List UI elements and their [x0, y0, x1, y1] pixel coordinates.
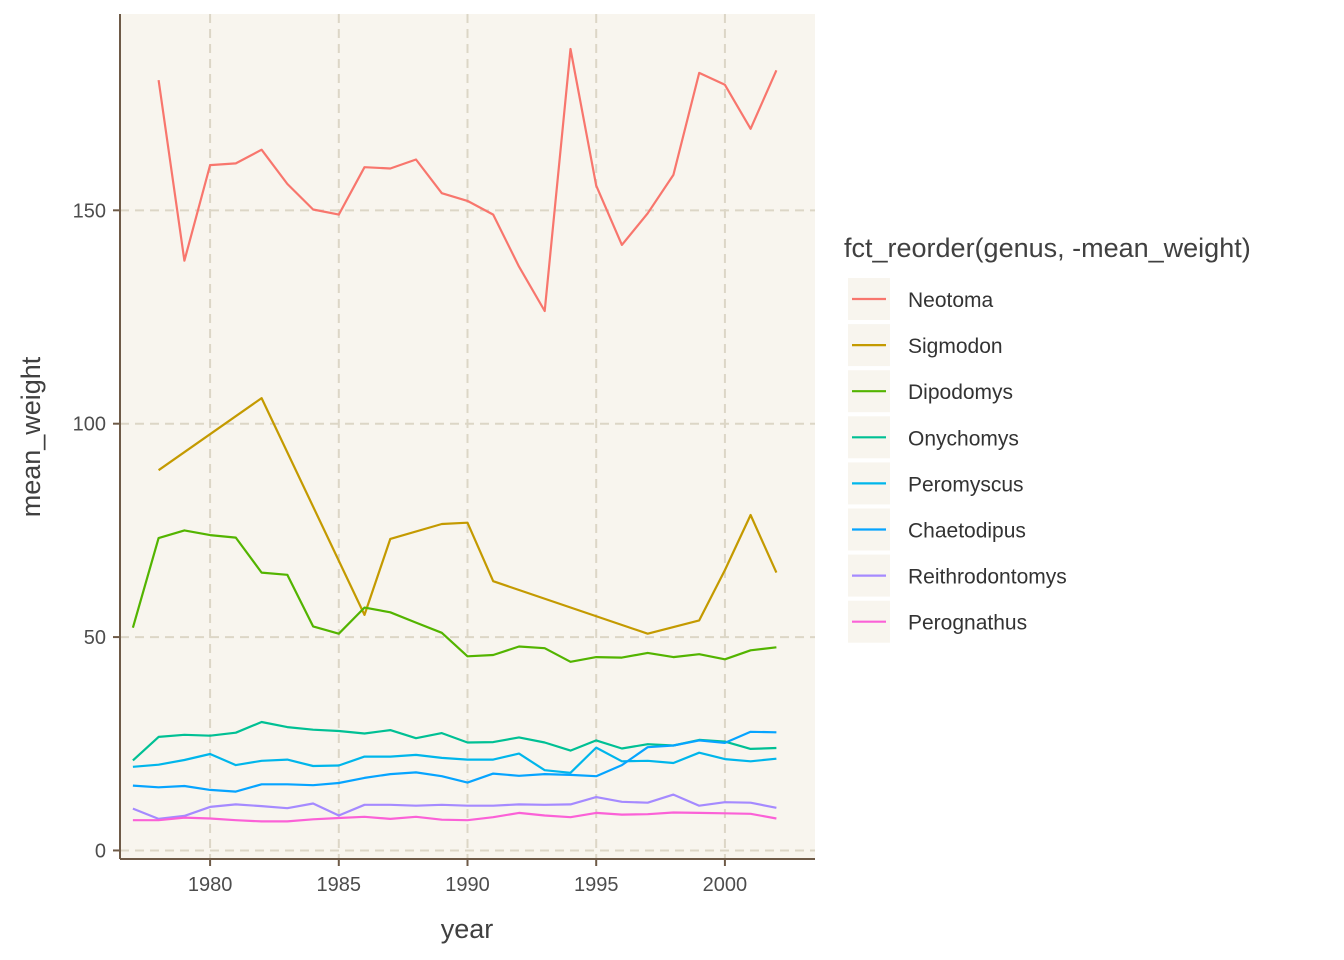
y-axis-title: mean_weight: [16, 356, 46, 517]
series-line-perognathus: [132, 811, 777, 823]
legend-label-sigmodon: Sigmodon: [908, 335, 1003, 358]
legend-label-perognathus: Perognathus: [908, 612, 1027, 635]
y-tick-label: 150: [73, 200, 106, 222]
legend-label-neotoma: Neotoma: [908, 289, 994, 312]
axis-ticks: 1980 1985 1990 1995 2000 0 50 100 150: [73, 200, 748, 896]
series-line-reithrodontomys: [132, 793, 777, 821]
series-line-dipodomys: [131, 529, 777, 663]
x-axis-title: year: [441, 914, 494, 944]
series-line-chaetodipus: [132, 730, 777, 793]
series-line-peromyscus: [132, 746, 777, 774]
x-tick-label: 2000: [703, 874, 748, 896]
legend-label-onychomys: Onychomys: [908, 427, 1019, 450]
grid-lines: [120, 14, 815, 859]
series-line-sigmodon: [157, 397, 778, 635]
x-tick-label: 1990: [445, 874, 490, 896]
x-tick-label: 1985: [317, 874, 362, 896]
x-tick-label: 1995: [574, 874, 619, 896]
legend-label-chaetodipus: Chaetodipus: [908, 520, 1026, 543]
y-tick-label: 0: [95, 840, 106, 862]
legend-label-reithrodontomys: Reithrodontomys: [908, 566, 1067, 589]
series-line-neotoma: [157, 47, 778, 313]
y-tick-label: 50: [84, 627, 106, 649]
legend-label-dipodomys: Dipodomys: [908, 381, 1013, 404]
series-lines: [131, 47, 778, 823]
legend: Neotoma Sigmodon Dipodomys Onychomys Peromys…: [848, 278, 1067, 643]
x-tick-label: 1980: [188, 874, 233, 896]
y-tick-label: 100: [73, 414, 106, 436]
legend-label-peromyscus: Peromyscus: [908, 473, 1024, 496]
legend-title: fct_reorder(genus, -mean_weight): [844, 233, 1251, 263]
